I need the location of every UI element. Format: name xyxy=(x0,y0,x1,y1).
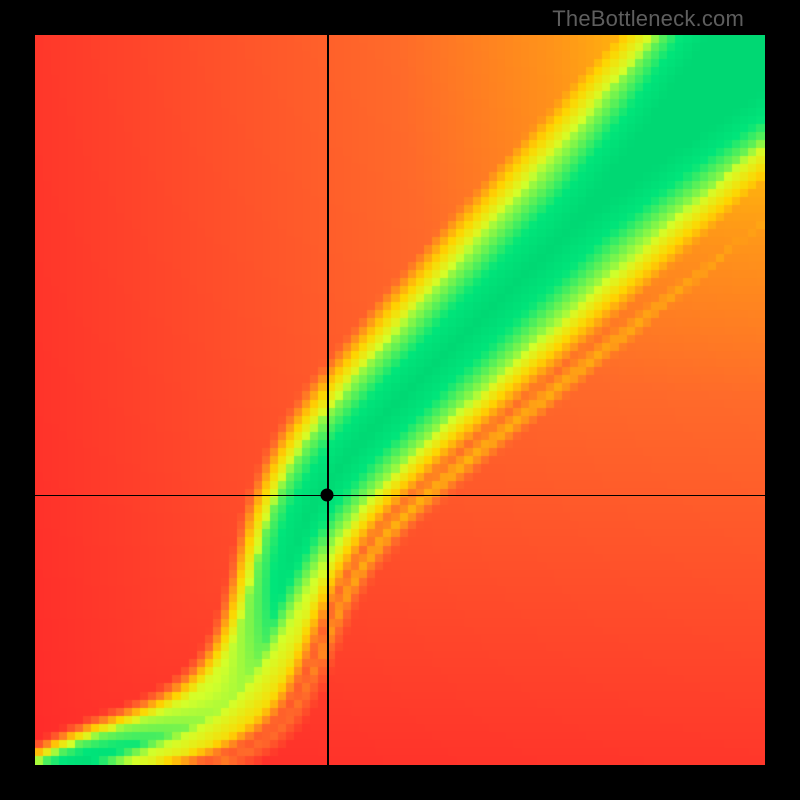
intersection-marker xyxy=(321,488,334,501)
heatmap-canvas xyxy=(35,35,765,765)
chart-frame: TheBottleneck.com xyxy=(0,0,800,800)
watermark-text: TheBottleneck.com xyxy=(552,6,744,32)
heatmap-plot xyxy=(35,35,765,765)
crosshair-vertical xyxy=(327,35,329,765)
crosshair-horizontal xyxy=(35,495,765,497)
